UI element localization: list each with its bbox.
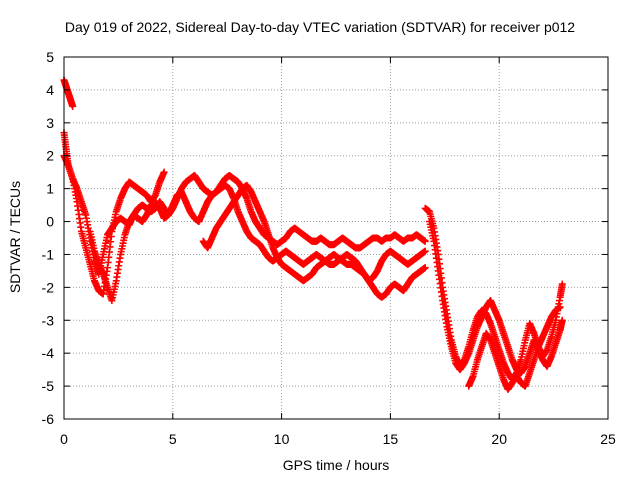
y-tick-label: 2 xyxy=(46,148,54,164)
y-tick-label: 1 xyxy=(46,181,54,197)
series-track-d xyxy=(86,181,429,305)
data-point xyxy=(69,102,77,110)
series-track-h xyxy=(465,303,564,393)
y-axis-label: SDTVAR / TECUs xyxy=(7,180,23,294)
y-tick-label: -3 xyxy=(42,312,55,328)
y-tick-label: 3 xyxy=(46,115,54,131)
series-track-b xyxy=(60,129,168,298)
data-point xyxy=(421,247,429,255)
y-tick-label: 0 xyxy=(46,214,54,230)
y-tick-label: -1 xyxy=(42,246,55,262)
data-points xyxy=(60,76,566,393)
plot-frame xyxy=(63,56,609,420)
y-tick-label: -2 xyxy=(42,279,55,295)
x-tick-label: 0 xyxy=(60,431,68,447)
y-tick-label: -4 xyxy=(42,345,55,361)
series-track-g xyxy=(426,218,566,377)
data-point xyxy=(556,303,564,311)
y-tick-label: 5 xyxy=(46,49,54,65)
series-track-e xyxy=(199,181,429,301)
x-tick-label: 15 xyxy=(383,431,399,447)
y-tick-label: 4 xyxy=(46,82,54,98)
y-tick-label: -6 xyxy=(42,411,55,427)
data-point xyxy=(558,280,566,288)
series-track-a xyxy=(60,76,77,110)
data-point xyxy=(421,237,429,245)
x-axis-label: GPS time / hours xyxy=(282,457,390,473)
x-tick-label: 5 xyxy=(169,431,177,447)
data-point xyxy=(421,264,429,272)
x-tick-label: 25 xyxy=(600,431,616,447)
x-tick-label: 20 xyxy=(491,431,507,447)
y-tick-label: -5 xyxy=(42,378,55,394)
x-tick-label: 10 xyxy=(274,431,290,447)
data-point xyxy=(558,316,566,324)
chart-title: Day 019 of 2022, Sidereal Day-to-day VTE… xyxy=(64,19,576,35)
data-point xyxy=(160,168,168,176)
